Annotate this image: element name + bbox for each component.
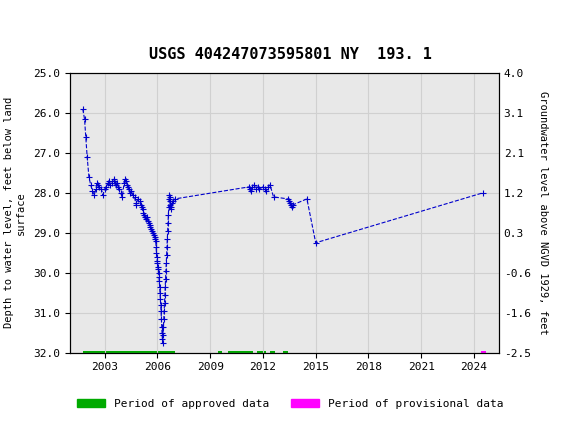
- Bar: [284, 351, 288, 354]
- Bar: [481, 351, 485, 354]
- Bar: [83, 351, 175, 354]
- Legend: Period of approved data, Period of provisional data: Period of approved data, Period of provi…: [72, 395, 508, 414]
- Bar: [257, 351, 266, 354]
- Text: USGS 404247073595801 NY  193. 1: USGS 404247073595801 NY 193. 1: [148, 47, 432, 62]
- Text: ✂USGS: ✂USGS: [6, 13, 64, 32]
- Y-axis label: Groundwater level above NGVD 1929, feet: Groundwater level above NGVD 1929, feet: [538, 91, 548, 335]
- Bar: [228, 351, 253, 354]
- Bar: [270, 351, 275, 354]
- Bar: [218, 351, 222, 354]
- Y-axis label: Depth to water level, feet below land
surface: Depth to water level, feet below land su…: [4, 97, 26, 329]
